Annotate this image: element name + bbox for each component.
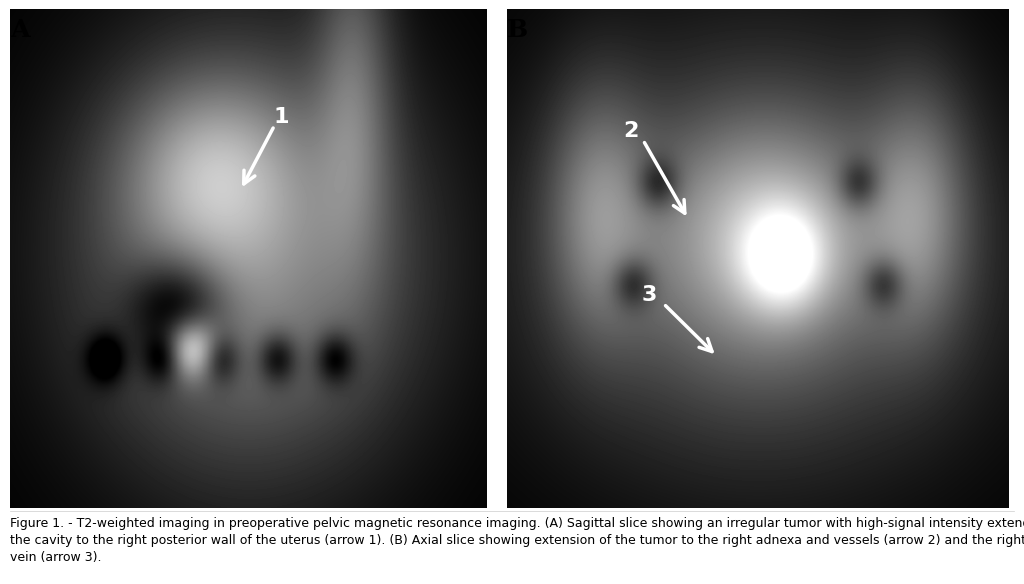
Text: A: A: [10, 18, 30, 41]
Text: Figure 1. - T2-weighted imaging in preoperative pelvic magnetic resonance imagin: Figure 1. - T2-weighted imaging in preop…: [10, 517, 1024, 564]
Text: 2: 2: [623, 121, 639, 141]
Text: 3: 3: [641, 285, 657, 305]
Text: B: B: [507, 18, 528, 41]
Text: 1: 1: [273, 107, 290, 127]
